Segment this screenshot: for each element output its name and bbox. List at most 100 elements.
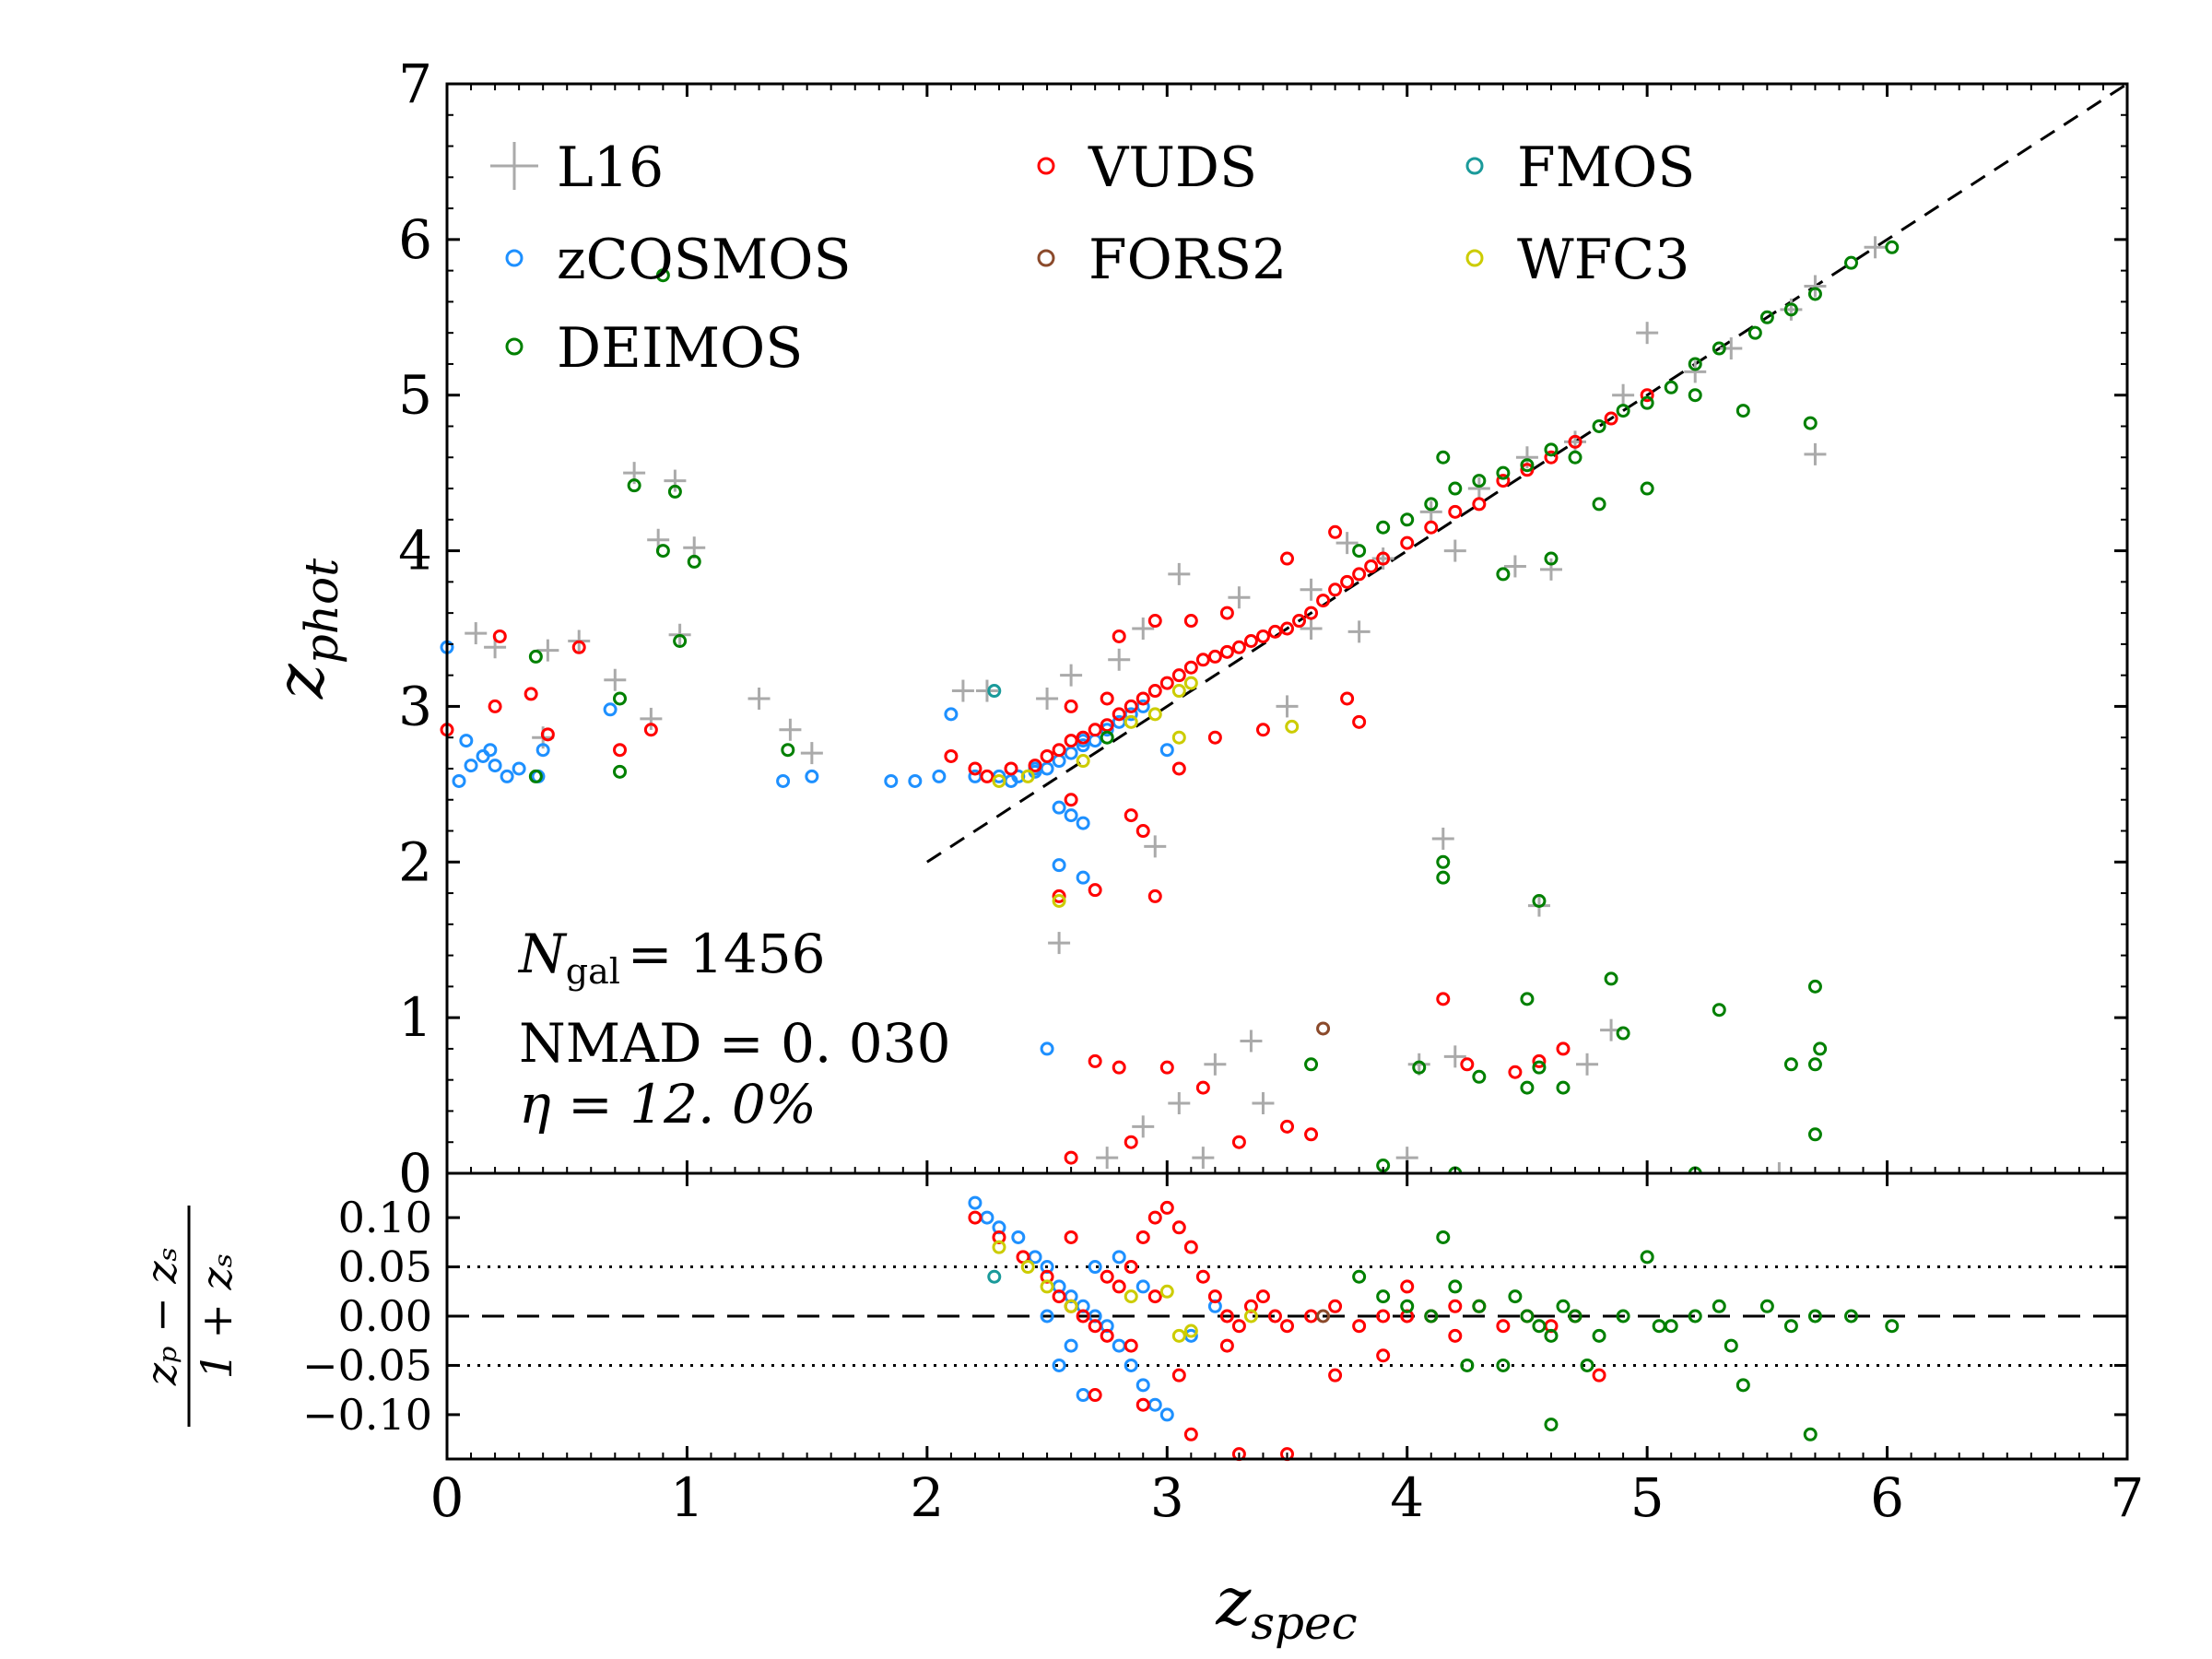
point-l16 <box>1300 618 1323 640</box>
point-deimos <box>1803 1427 1818 1441</box>
nmad-annotation: NMAD = 0. 030 <box>519 1012 950 1075</box>
res-ytick-label: −0.05 <box>302 1340 432 1390</box>
res-ytick-label: −0.10 <box>302 1390 432 1440</box>
point-deimos <box>1807 1057 1822 1072</box>
point-vuds <box>1604 411 1618 426</box>
point-l16 <box>1576 1053 1599 1076</box>
point-zcosmos <box>1135 1378 1150 1393</box>
ytick-label: 5 <box>398 364 432 427</box>
point-deimos <box>1400 512 1415 527</box>
point-deimos <box>673 634 688 649</box>
point-deimos <box>1592 1328 1606 1343</box>
point-zcosmos <box>1011 1230 1026 1244</box>
point-l16 <box>1060 664 1083 687</box>
point-l16 <box>1192 1147 1215 1170</box>
point-vuds <box>1424 520 1439 535</box>
point-vuds <box>1207 730 1222 745</box>
point-l16 <box>664 469 687 492</box>
point-zcosmos <box>1159 743 1174 758</box>
point-vuds <box>1448 1328 1463 1343</box>
xtick-label: 2 <box>910 1466 944 1529</box>
point-deimos <box>627 478 641 493</box>
point-deimos <box>667 484 682 499</box>
point-vuds <box>1255 1289 1270 1304</box>
point-deimos <box>1520 1309 1535 1324</box>
point-vuds <box>1448 1299 1463 1313</box>
legend-item-deimos: DEIMOS <box>505 316 803 381</box>
point-vuds <box>1100 691 1114 706</box>
point-deimos <box>1759 1299 1774 1313</box>
main-axis-ticks: 0 1 2 3 4 5 6 7 <box>398 53 2129 1205</box>
point-deimos <box>1556 1299 1571 1313</box>
point-zcosmos <box>603 702 618 717</box>
point-l16 <box>1371 547 1394 571</box>
point-zcosmos <box>1088 1260 1102 1275</box>
point-vuds <box>1112 1060 1126 1075</box>
point-l16 <box>1347 620 1371 643</box>
xtick-label: 3 <box>1150 1466 1184 1529</box>
point-vuds <box>1292 614 1307 629</box>
point-l16 <box>1684 360 1707 383</box>
point-vuds <box>1124 1260 1138 1275</box>
point-vuds <box>968 761 982 776</box>
point-l16 <box>536 639 559 662</box>
ytick-label: 4 <box>398 520 432 582</box>
point-wfc3 <box>1064 1299 1078 1313</box>
point-zcosmos <box>1052 800 1066 815</box>
residual-reference-lines <box>447 1265 2127 1367</box>
point-deimos <box>1352 1269 1367 1284</box>
point-zcosmos <box>1052 1358 1066 1372</box>
point-fmos <box>987 684 1002 699</box>
point-vuds <box>540 727 555 742</box>
point-vuds <box>1112 707 1126 722</box>
point-deimos <box>613 691 628 706</box>
point-l16 <box>1168 562 1191 585</box>
point-deimos <box>1616 1026 1630 1041</box>
point-zcosmos <box>932 769 947 783</box>
point-vuds <box>1100 1269 1114 1284</box>
point-deimos <box>1712 1299 1726 1313</box>
ytick-label: 0 <box>398 1142 432 1205</box>
point-vuds <box>1159 676 1174 690</box>
point-deimos <box>1592 418 1606 433</box>
point-l16 <box>1564 430 1587 453</box>
point-vuds <box>968 1210 982 1225</box>
point-l16 <box>1144 835 1167 858</box>
point-vuds <box>1243 634 1258 649</box>
point-zcosmos <box>1064 1338 1078 1353</box>
residual-panel: 0.100.050.00−0.05−0.10 0 1 2 3 4 5 6 7 zₚ − zₛ 1… <box>136 1171 2144 1650</box>
xtick-label: 0 <box>430 1466 465 1529</box>
point-deimos <box>1712 1003 1726 1018</box>
one-to-one-line <box>926 82 2128 864</box>
point-deimos <box>1568 1309 1583 1324</box>
point-wfc3 <box>1159 1284 1174 1299</box>
point-zcosmos <box>512 761 526 776</box>
point-vuds <box>1448 504 1463 519</box>
point-zcosmos <box>483 743 498 758</box>
point-deimos <box>1424 1309 1439 1324</box>
point-deimos <box>1352 544 1367 559</box>
point-zcosmos <box>1052 858 1066 873</box>
point-deimos <box>1532 1060 1547 1075</box>
point-vuds <box>1124 1338 1138 1353</box>
point-wfc3 <box>1076 754 1090 769</box>
point-zcosmos <box>488 759 502 773</box>
legend-label: DEIMOS <box>557 316 803 381</box>
point-zcosmos <box>908 773 923 788</box>
legend-marker <box>1037 157 1055 175</box>
point-vuds <box>1592 1368 1606 1382</box>
point-l16 <box>1503 555 1526 578</box>
point-deimos <box>1640 395 1654 410</box>
point-vuds <box>492 629 507 643</box>
point-deimos <box>1376 520 1391 535</box>
residual-plot-area <box>447 1173 2127 1459</box>
point-deimos <box>1544 442 1559 457</box>
point-deimos <box>1532 894 1547 908</box>
point-deimos <box>1460 1358 1475 1372</box>
legend-label: VUDS <box>1088 135 1257 200</box>
point-vuds <box>1159 1060 1174 1075</box>
point-vuds <box>1207 1289 1222 1304</box>
point-vuds <box>1496 1319 1511 1334</box>
point-deimos <box>1735 1378 1750 1393</box>
point-vuds <box>1436 992 1451 1006</box>
